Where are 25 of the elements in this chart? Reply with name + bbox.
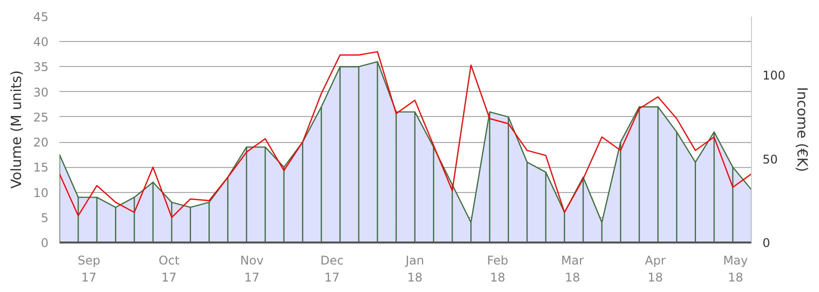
y2-tick-label: 0	[762, 236, 770, 250]
y-tick-label: 40	[33, 35, 49, 50]
y-tick-label: 15	[33, 160, 49, 175]
y-tick-label: 10	[33, 186, 49, 200]
x-tick-label: Nov 17	[240, 254, 264, 284]
y-tick-label: 0	[40, 236, 49, 250]
x-tick-label: Oct 17	[158, 254, 180, 284]
y-tick-label: 25	[33, 110, 49, 124]
x-tick-label: May 18	[723, 254, 748, 284]
line-series	[60, 51, 752, 218]
y-axis-title: Volume (M units)	[9, 70, 26, 189]
y-tick-label: 45	[33, 10, 49, 24]
x-tick-label: Apr 18	[644, 254, 666, 284]
y-tick-label: 35	[33, 60, 49, 74]
y2-axis-title: Income (€K)	[793, 87, 810, 172]
y2-tick-label: 100	[762, 68, 786, 83]
x-tick-label: Feb 18	[487, 254, 508, 284]
x-tick-label: Sep 17	[78, 254, 100, 284]
y-tick-label: 30	[33, 85, 49, 100]
y2-tick-label: 50	[762, 152, 778, 166]
y-tick-label: 20	[33, 136, 49, 150]
y-tick-label: 5	[40, 210, 49, 225]
x-tick-label: Jan 18	[404, 254, 424, 284]
x-tick-label: Mar 18	[561, 254, 584, 284]
x-tick-label: Dec 17	[320, 254, 344, 284]
